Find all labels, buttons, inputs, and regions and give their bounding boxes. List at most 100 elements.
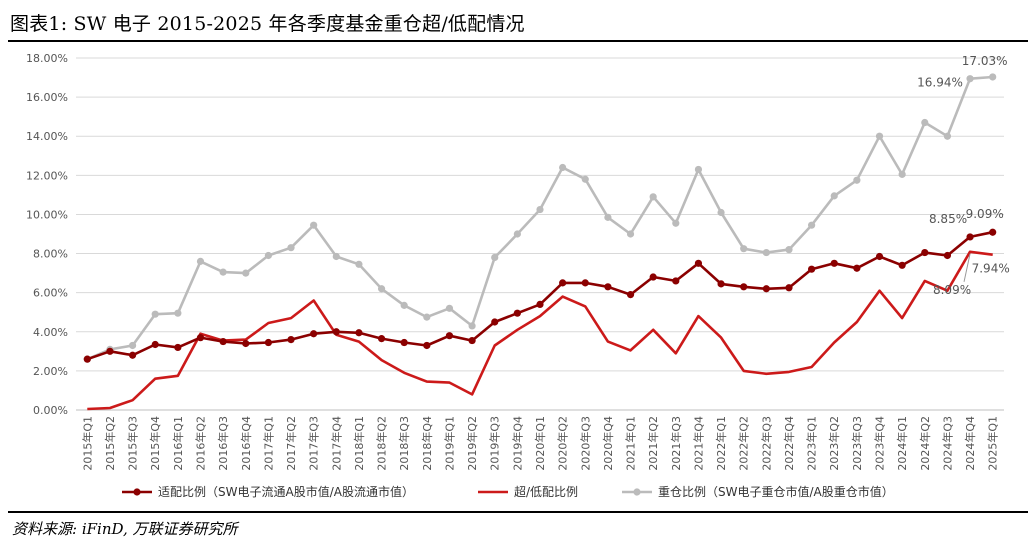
data-point xyxy=(196,257,205,265)
x-tick-label: 2020年Q3 xyxy=(578,416,592,471)
x-tick-label: 2018年Q1 xyxy=(352,416,366,471)
data-point xyxy=(808,265,816,273)
x-tick-label: 2022年Q4 xyxy=(782,416,796,471)
data-point xyxy=(921,118,929,127)
data-point xyxy=(626,230,635,238)
data-point xyxy=(989,228,997,236)
data-point xyxy=(219,268,227,276)
legend-label: 超/低配比例 xyxy=(514,484,578,499)
source-note: 资料来源: iFinD, 万联证券研究所 xyxy=(12,520,238,538)
x-tick-label: 2016年Q4 xyxy=(239,416,253,471)
y-tick-label: 2.00% xyxy=(33,365,68,378)
series-line xyxy=(87,250,993,411)
data-point xyxy=(468,322,476,330)
x-tick-label: 2020年Q4 xyxy=(601,416,615,471)
x-tick-label: 2021年Q1 xyxy=(624,416,638,471)
x-tick-label: 2023年Q1 xyxy=(805,416,819,471)
data-point xyxy=(513,309,521,317)
x-tick-label: 2017年Q3 xyxy=(307,416,321,471)
data-label: 9.09% xyxy=(966,207,1004,221)
x-tick-label: 2019年Q2 xyxy=(465,416,479,471)
data-point xyxy=(196,334,205,342)
data-label: 8.09% xyxy=(933,283,971,297)
data-point xyxy=(491,318,499,326)
x-tick-label: 2019年Q1 xyxy=(442,416,456,471)
data-point xyxy=(423,341,431,350)
x-tick-label: 2021年Q3 xyxy=(669,416,683,471)
data-point xyxy=(445,332,454,340)
data-point xyxy=(898,261,906,269)
data-point xyxy=(717,280,725,288)
y-tick-label: 4.00% xyxy=(33,326,68,339)
data-point xyxy=(491,253,499,262)
x-tick-label: 2017年Q4 xyxy=(329,416,343,471)
data-point xyxy=(332,328,340,336)
data-point xyxy=(921,248,929,257)
data-point xyxy=(377,285,386,293)
data-point xyxy=(559,163,567,172)
x-tick-label: 2018年Q2 xyxy=(375,416,389,471)
data-label: 8.85% xyxy=(929,212,967,226)
data-point xyxy=(830,192,838,200)
x-tick-label: 2018年Q4 xyxy=(420,416,434,471)
data-point xyxy=(898,170,906,178)
x-tick-label: 2016年Q2 xyxy=(193,416,207,471)
data-point xyxy=(151,340,159,349)
x-tick-label: 2023年Q3 xyxy=(850,416,864,471)
data-point xyxy=(830,259,838,267)
data-point xyxy=(219,337,227,346)
data-point xyxy=(536,205,544,214)
x-tick-label: 2017年Q1 xyxy=(261,416,275,471)
y-axis-ticks: 0.00% 2.00% 4.00% 6.00% 8.00% 10.00% 12.00% 14.… xyxy=(26,52,68,417)
data-label: 16.94% xyxy=(917,76,963,90)
series-0 xyxy=(83,228,997,363)
data-point xyxy=(649,193,657,201)
data-point xyxy=(989,73,997,81)
page-title: 图表1: SW 电子 2015-2025 年各季度基金重仓超/低配情况 xyxy=(10,13,525,35)
data-point xyxy=(762,248,770,257)
data-point xyxy=(672,219,680,227)
series-1 xyxy=(87,250,993,411)
data-point xyxy=(400,338,408,347)
data-point xyxy=(762,285,770,293)
data-point xyxy=(264,251,272,260)
x-tick-label: 2015年Q2 xyxy=(103,416,117,471)
legend-label: 重仓比例（SW电子重仓市值/A股重仓市值） xyxy=(658,484,894,499)
data-point xyxy=(355,260,363,268)
data-point xyxy=(242,339,250,348)
x-tick-label: 2019年Q4 xyxy=(510,416,524,471)
data-point xyxy=(717,208,725,217)
data-point xyxy=(83,355,91,363)
x-tick-label: 2015年Q4 xyxy=(148,416,162,471)
x-axis-ticks: 2015年Q1 2015年Q2 2015年Q3 2015年Q4 2016年Q1 2016年… xyxy=(76,409,1004,471)
data-point xyxy=(649,273,657,281)
grid-lines xyxy=(76,57,1004,411)
legend-item-1: 超/低配比例 xyxy=(478,484,578,499)
data-point xyxy=(128,341,137,350)
x-tick-label: 2024年Q2 xyxy=(918,416,932,471)
data-label: 17.03% xyxy=(962,54,1008,68)
data-point xyxy=(128,351,137,359)
series-layer xyxy=(83,73,997,411)
data-point xyxy=(310,221,318,229)
data-point xyxy=(740,245,748,253)
data-point xyxy=(875,252,884,261)
x-tick-label: 2024年Q1 xyxy=(895,416,909,471)
data-point xyxy=(785,284,793,292)
data-point xyxy=(242,269,250,277)
x-tick-label: 2021年Q4 xyxy=(691,416,705,471)
data-point xyxy=(694,259,703,267)
data-point xyxy=(694,165,703,174)
title-rule xyxy=(8,40,1028,42)
data-point xyxy=(740,283,748,291)
data-point xyxy=(310,330,318,338)
x-tick-label: 2017年Q2 xyxy=(284,416,298,471)
x-tick-label: 2022年Q3 xyxy=(759,416,773,471)
x-tick-label: 2022年Q1 xyxy=(714,416,728,471)
y-tick-label: 14.00% xyxy=(26,130,68,143)
data-point xyxy=(808,221,816,229)
data-point xyxy=(513,230,521,238)
data-point xyxy=(581,279,589,287)
y-tick-label: 8.00% xyxy=(33,248,68,261)
